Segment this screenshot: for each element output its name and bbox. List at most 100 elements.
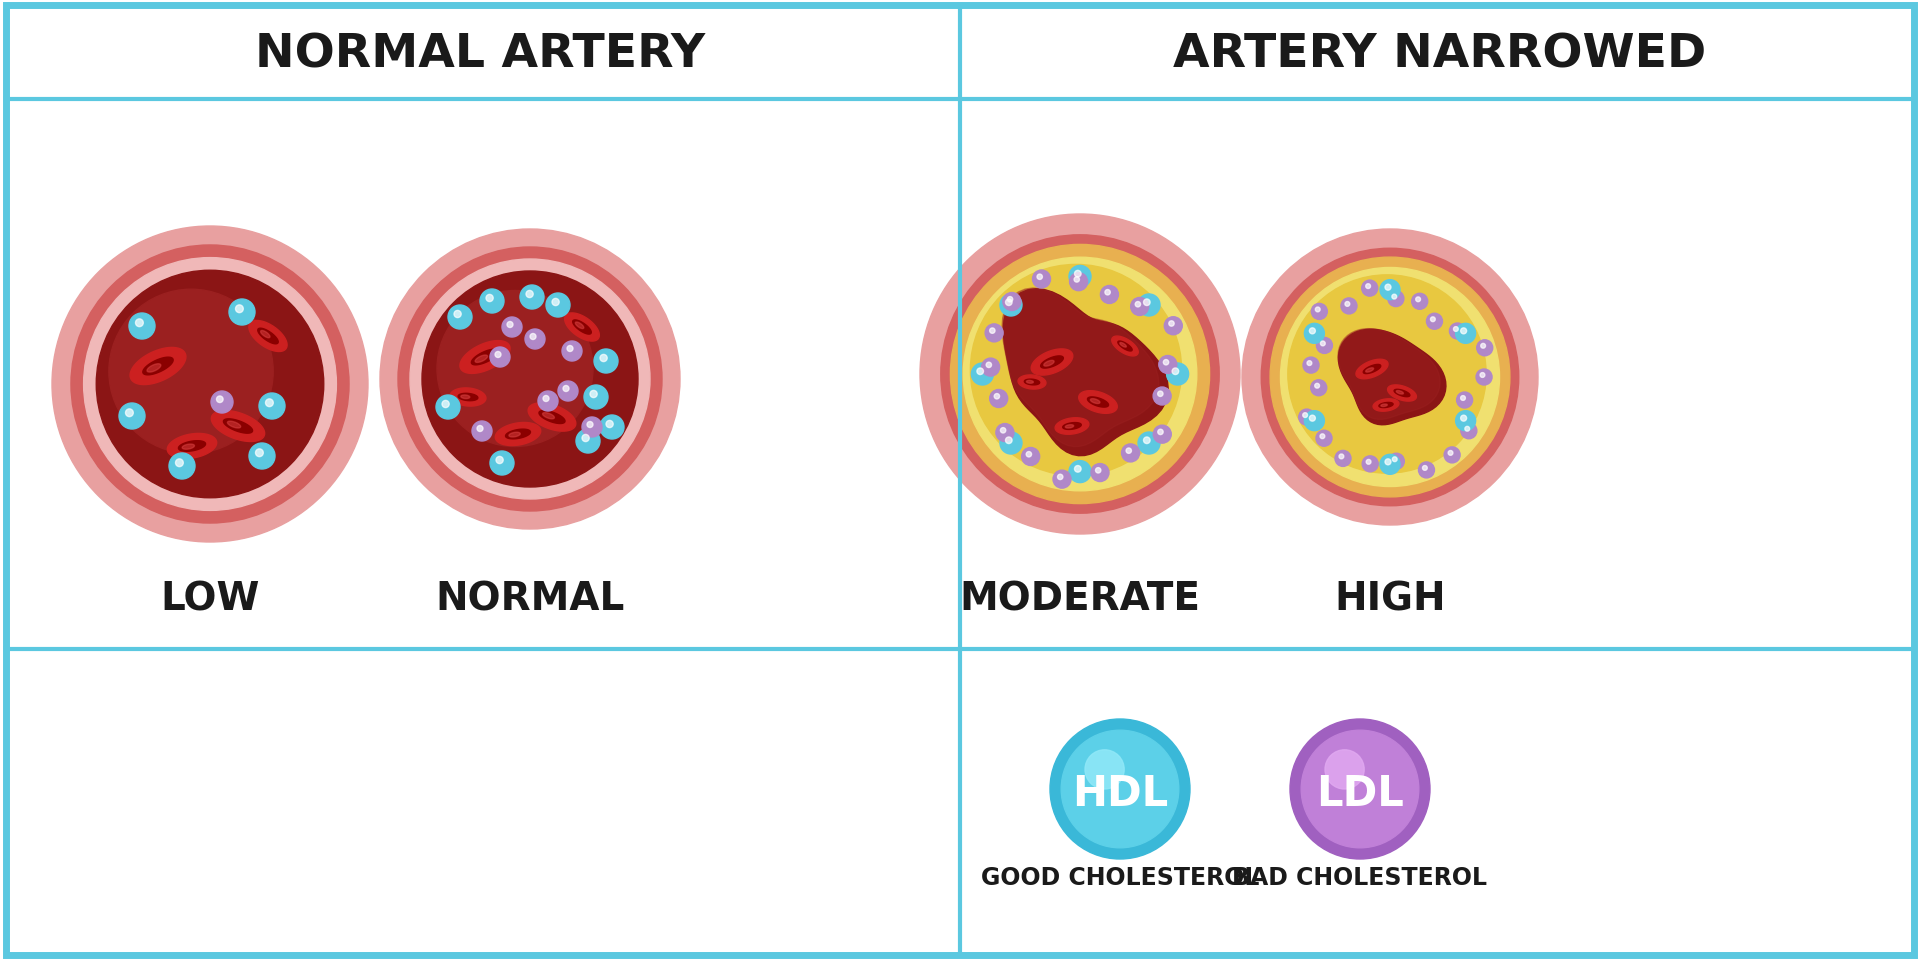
Circle shape — [920, 214, 1240, 534]
Polygon shape — [223, 419, 253, 433]
Circle shape — [1085, 750, 1125, 789]
Circle shape — [559, 382, 578, 402]
Polygon shape — [1379, 403, 1394, 408]
Circle shape — [601, 355, 607, 362]
Circle shape — [1444, 448, 1459, 463]
Circle shape — [119, 404, 146, 430]
Circle shape — [495, 352, 501, 358]
Circle shape — [1135, 302, 1140, 308]
Circle shape — [480, 289, 505, 313]
Circle shape — [1450, 324, 1465, 339]
Circle shape — [228, 300, 255, 326]
Circle shape — [589, 391, 597, 398]
Circle shape — [1448, 451, 1453, 456]
Circle shape — [563, 386, 568, 392]
Circle shape — [950, 245, 1210, 505]
Circle shape — [1167, 363, 1188, 385]
Circle shape — [1121, 444, 1140, 462]
Polygon shape — [1025, 380, 1039, 385]
Polygon shape — [564, 313, 599, 342]
Circle shape — [576, 430, 601, 454]
Circle shape — [1388, 454, 1404, 470]
Circle shape — [1050, 719, 1190, 859]
Circle shape — [129, 313, 156, 339]
Circle shape — [977, 369, 983, 375]
Circle shape — [1315, 384, 1319, 389]
Circle shape — [1461, 396, 1465, 401]
Polygon shape — [1373, 400, 1400, 411]
Circle shape — [1384, 459, 1390, 465]
Circle shape — [1008, 297, 1012, 303]
Polygon shape — [1338, 330, 1446, 426]
Circle shape — [453, 311, 461, 318]
Polygon shape — [576, 323, 584, 330]
Circle shape — [1480, 373, 1484, 378]
Circle shape — [1384, 284, 1390, 291]
Polygon shape — [142, 357, 173, 376]
Circle shape — [530, 334, 536, 340]
Circle shape — [582, 435, 589, 442]
Circle shape — [1340, 299, 1357, 314]
Circle shape — [1037, 275, 1043, 281]
Text: NORMAL ARTERY: NORMAL ARTERY — [255, 33, 705, 78]
Circle shape — [1317, 338, 1332, 354]
Circle shape — [989, 329, 995, 334]
Circle shape — [1000, 432, 1021, 455]
Circle shape — [1334, 451, 1352, 467]
Circle shape — [995, 394, 1000, 400]
Circle shape — [1154, 426, 1171, 444]
Polygon shape — [1027, 381, 1033, 383]
Text: MODERATE: MODERATE — [960, 580, 1200, 618]
Polygon shape — [474, 356, 488, 363]
Circle shape — [1346, 302, 1350, 307]
Polygon shape — [131, 348, 186, 385]
Circle shape — [1154, 387, 1171, 406]
Circle shape — [1461, 329, 1467, 334]
Circle shape — [1160, 357, 1177, 374]
Circle shape — [1480, 344, 1486, 349]
Circle shape — [1000, 295, 1021, 317]
Circle shape — [1158, 392, 1164, 397]
Circle shape — [1052, 471, 1071, 488]
Circle shape — [566, 346, 572, 352]
Circle shape — [538, 391, 559, 411]
Circle shape — [1006, 437, 1012, 444]
Text: BAD CHOLESTEROL: BAD CHOLESTEROL — [1233, 865, 1488, 889]
Polygon shape — [1004, 289, 1167, 456]
Circle shape — [985, 325, 1002, 342]
Circle shape — [1311, 381, 1327, 396]
Circle shape — [1062, 730, 1179, 848]
Circle shape — [507, 322, 513, 328]
Circle shape — [472, 422, 492, 441]
Polygon shape — [1056, 418, 1089, 434]
Polygon shape — [1066, 425, 1073, 429]
Polygon shape — [257, 329, 278, 344]
Circle shape — [1321, 434, 1325, 439]
Circle shape — [543, 396, 549, 402]
Polygon shape — [461, 341, 511, 374]
Circle shape — [601, 415, 624, 439]
Circle shape — [125, 409, 132, 417]
Polygon shape — [1338, 330, 1440, 420]
Circle shape — [524, 330, 545, 350]
Circle shape — [1455, 411, 1476, 431]
Circle shape — [52, 227, 369, 542]
Circle shape — [1058, 475, 1064, 480]
Circle shape — [1476, 370, 1492, 385]
Circle shape — [520, 285, 543, 309]
Circle shape — [588, 422, 593, 428]
Circle shape — [255, 450, 263, 457]
Polygon shape — [1044, 361, 1054, 367]
Circle shape — [1144, 437, 1150, 444]
Circle shape — [964, 258, 1196, 491]
Circle shape — [1169, 322, 1175, 327]
Polygon shape — [543, 413, 555, 419]
Circle shape — [1430, 317, 1436, 322]
Circle shape — [1453, 328, 1459, 333]
Circle shape — [1006, 300, 1012, 307]
Circle shape — [1315, 431, 1332, 447]
Circle shape — [1131, 298, 1148, 316]
Circle shape — [109, 290, 273, 454]
Circle shape — [71, 246, 349, 524]
Circle shape — [582, 418, 603, 437]
